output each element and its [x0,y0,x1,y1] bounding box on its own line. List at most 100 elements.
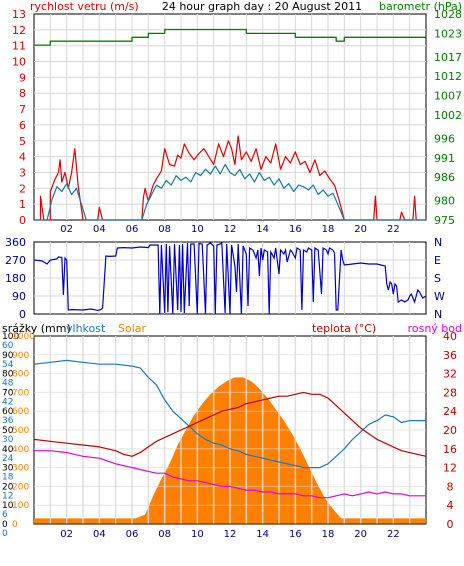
pressure-tick-label: 1007 [434,90,462,103]
rain-tick-label: 70 [2,388,14,398]
temperature-tick-label: 4 [447,499,454,512]
humidity-tick-label: 42 [2,397,13,407]
wind-tick-label: 10 [12,56,26,69]
rain-tick-label: 60 [2,407,14,417]
x-tick-label: 18 [322,224,335,235]
direction-tick-label: 270 [5,254,26,267]
compass-tick-label: N [434,308,442,321]
temperature-tick-label: 8 [447,480,454,493]
temperature-tick-label: 36 [443,349,457,362]
temperature-axis-label: teplota (°C) [312,322,376,335]
wind-tick-label: 4 [19,151,26,164]
humidity-axis-label: vlhkost [66,322,106,335]
wind-direction-line [33,241,427,315]
solar-tick-label: 300 [12,464,29,474]
x-tick-label: 08 [158,529,171,540]
solar-tick-label: 400 [12,445,29,455]
humidity-tick-label: 54 [2,360,14,370]
direction-tick-label: 360 [5,236,26,249]
wind-pressure-panel: rychlost vetru (m/s) 24 hour graph day :… [12,0,462,235]
pressure-tick-label: 1002 [434,109,462,122]
humidity-line [33,359,426,469]
x-tick-label: 06 [126,529,139,540]
wind-tick-label: 3 [19,166,26,179]
x-tick-label: 10 [191,224,204,235]
x-tick-label: 02 [60,224,73,235]
solar-tick-label: 200 [12,482,29,492]
rain-tick-label: 50 [2,426,14,436]
pressure-tick-label: 991 [434,152,455,165]
direction-tick-label: 90 [12,290,26,303]
compass-tick-label: E [434,254,441,267]
x-tick-label: 10 [191,529,204,540]
compass-tick-label: W [434,290,445,303]
x-tick-label: 04 [93,224,106,235]
temperature-line [33,391,427,457]
wind-tick-label: 5 [19,135,26,148]
x-tick-label: 14 [256,529,269,540]
x-tick-label: 22 [387,224,400,235]
x-tick-label: 02 [60,529,73,540]
humidity-tick-label: 0 [2,529,8,539]
pressure-tick-label: 980 [434,195,455,208]
pressure-tick-label: 986 [434,171,455,184]
humidity-tick-label: 48 [2,379,14,389]
rain-tick-label: 80 [2,370,14,380]
temperature-tick-label: 28 [443,386,457,399]
direction-tick-label: 180 [5,272,26,285]
wind-tick-label: 2 [19,182,26,195]
temperature-tick-label: 32 [443,368,457,381]
wind-tick-label: 7 [19,103,26,116]
humidity-tick-label: 60 [2,341,14,351]
solar-tick-label: 900 [12,351,29,361]
pressure-tick-label: 1023 [434,27,462,40]
x-tick-label: 20 [354,529,367,540]
wind-tick-label: 8 [19,87,26,100]
rain-tick-label: 20 [2,482,14,492]
solar-axis-label: Solar [118,322,147,335]
rain-tick-label: 40 [2,445,14,455]
humidity-tick-label: 24 [2,454,14,464]
solar-tick-label: 800 [12,370,29,380]
rain-tick-label: 100 [2,332,19,342]
temperature-tick-label: 24 [443,405,457,418]
temperature-humidity-panel: srážky (mm) vlhkost Solar teplota (°C) r… [2,322,462,540]
x-tick-label: 12 [224,529,237,540]
solar-tick-label: 1000 [12,332,35,342]
temperature-tick-label: 20 [443,424,457,437]
x-tick-label: 08 [158,224,171,235]
humidity-tick-label: 6 [2,510,8,520]
solar-tick-label: 0 [12,520,18,530]
wind-tick-label: 12 [12,24,26,37]
wind-axis-label: rychlost vetru (m/s) [30,0,139,13]
wind-tick-label: 13 [12,8,26,21]
wind-tick-label: 0 [19,214,26,227]
x-tick-label: 06 [126,224,139,235]
dewpoint-line [34,450,426,499]
chart-title: 24 hour graph day : 20 August 2011 [162,0,362,13]
temperature-tick-label: 40 [443,330,457,343]
pressure-axis-label: barometr (hPa) [379,0,462,13]
pressure-tick-label: 975 [434,214,455,227]
pressure-tick-label: 1017 [434,51,462,64]
wind-tick-label: 9 [19,71,26,84]
wind-tick-label: 6 [19,119,26,132]
gust-line [34,135,426,221]
x-tick-label: 22 [387,529,400,540]
pressure-tick-label: 1028 [434,8,462,21]
wind-tick-label: 11 [12,40,26,53]
solar-tick-label: 500 [12,426,29,436]
pressure-line [34,28,426,46]
x-tick-label: 20 [354,224,367,235]
humidity-tick-label: 12 [2,491,13,501]
solar-tick-label: 100 [12,501,29,511]
temperature-tick-label: 0 [447,518,454,531]
temperature-tick-label: 16 [443,443,457,456]
x-tick-label: 12 [224,224,237,235]
rain-tick-label: 10 [2,501,14,511]
humidity-tick-label: 30 [2,435,14,445]
rain-axis-label: srážky (mm) [2,322,71,335]
x-tick-label: 04 [93,529,106,540]
